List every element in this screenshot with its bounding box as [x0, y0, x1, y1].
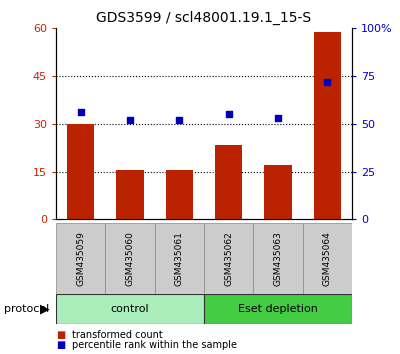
Text: control: control: [111, 304, 149, 314]
Text: GSM435060: GSM435060: [126, 231, 134, 286]
Bar: [67, 124, 94, 219]
Text: ■: ■: [56, 340, 65, 350]
Point: [324, 79, 330, 85]
Text: GSM435062: GSM435062: [224, 231, 233, 286]
Bar: [56, 294, 204, 324]
Bar: [105, 223, 155, 294]
Point: [127, 117, 133, 123]
Text: ▶: ▶: [40, 302, 50, 315]
Bar: [204, 294, 352, 324]
Bar: [215, 144, 242, 219]
Point: [226, 112, 232, 117]
Point: [78, 110, 84, 115]
Bar: [166, 170, 193, 219]
Bar: [303, 223, 352, 294]
Bar: [155, 223, 204, 294]
Text: GSM435063: GSM435063: [274, 231, 282, 286]
Text: protocol: protocol: [4, 304, 49, 314]
Text: GSM435064: GSM435064: [323, 231, 332, 286]
Text: Eset depletion: Eset depletion: [238, 304, 318, 314]
Point: [275, 115, 281, 121]
Title: GDS3599 / scl48001.19.1_15-S: GDS3599 / scl48001.19.1_15-S: [96, 10, 312, 24]
Text: GSM435059: GSM435059: [76, 231, 85, 286]
Bar: [204, 223, 253, 294]
Text: transformed count: transformed count: [72, 330, 163, 339]
Bar: [253, 223, 303, 294]
Bar: [116, 170, 144, 219]
Bar: [264, 165, 292, 219]
Text: percentile rank within the sample: percentile rank within the sample: [72, 340, 237, 350]
Bar: [56, 223, 105, 294]
Text: ■: ■: [56, 330, 65, 339]
Text: GSM435061: GSM435061: [175, 231, 184, 286]
Bar: [314, 32, 341, 219]
Point: [176, 117, 182, 123]
